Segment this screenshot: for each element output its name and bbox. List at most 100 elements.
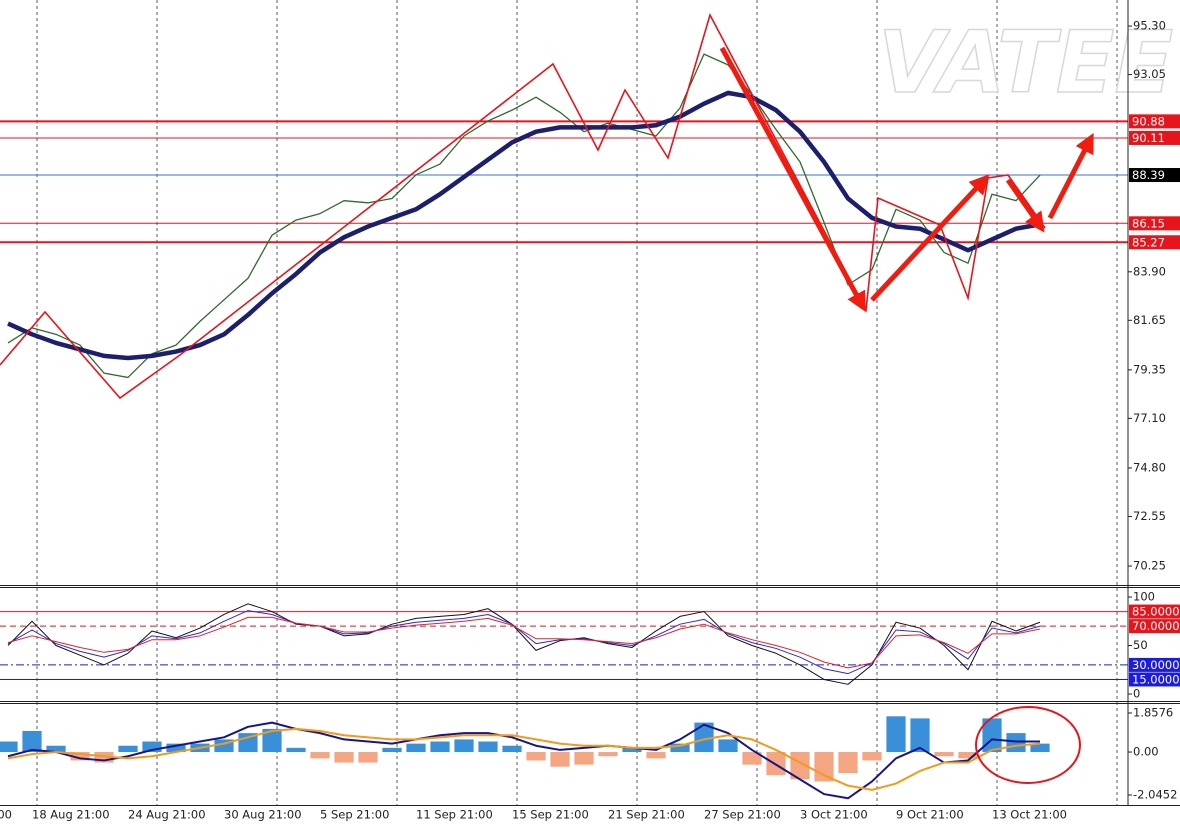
histogram-bar	[142, 741, 162, 753]
histogram-bar	[550, 752, 570, 767]
histogram-bar	[670, 743, 690, 753]
level-label-box	[1129, 168, 1180, 183]
frame	[0, 0, 1180, 806]
x-tick-label: 00	[0, 808, 12, 822]
histogram-bar	[94, 752, 114, 763]
histogram-bar	[118, 745, 138, 753]
y-tick-label: 0.00	[1133, 745, 1159, 759]
arrow	[1005, 178, 1045, 233]
histogram-bar	[598, 752, 618, 757]
histogram-bar	[166, 743, 186, 753]
histogram-bar	[790, 752, 810, 780]
histogram-bar	[958, 752, 978, 759]
x-tick-label: 15 Sep 21:00	[512, 808, 589, 822]
level-label-box	[1129, 672, 1180, 687]
level-label: 90.88	[1132, 114, 1165, 128]
highlight-ellipse	[975, 706, 1081, 784]
histogram-bar	[862, 752, 882, 761]
histogram-bar	[262, 728, 282, 753]
level-label: 15.0000	[1132, 672, 1180, 686]
x-tick-label: 30 Aug 21:00	[224, 808, 302, 822]
histogram-bar	[886, 716, 906, 753]
histogram-bar	[70, 752, 90, 761]
histogram-bar	[358, 752, 378, 763]
histogram-bar	[574, 752, 594, 765]
histogram-bar	[406, 743, 426, 753]
x-tick-label: 13 Oct 21:00	[992, 808, 1067, 822]
y-tick-label: 1.8576	[1133, 705, 1173, 719]
arrow	[1047, 132, 1094, 220]
series-line	[7, 727, 1041, 791]
y-tick-label: 50	[1133, 638, 1148, 652]
x-tick-label: 24 Aug 21:00	[128, 808, 206, 822]
histogram-bar	[286, 747, 306, 753]
series-line	[7, 721, 1040, 800]
y-tick-label: 0	[1133, 687, 1140, 701]
level-label: 90.11	[1132, 131, 1165, 145]
histogram-bar	[526, 752, 546, 761]
histogram-bar	[814, 752, 834, 782]
level-label-box	[1129, 216, 1180, 231]
y-tick-label: 95.30	[1133, 19, 1166, 33]
watermark: VATEE	[878, 13, 1173, 113]
arrow	[870, 174, 990, 302]
level-label-box	[1129, 619, 1180, 634]
level-label: 85.0000	[1132, 605, 1180, 619]
histogram-bar	[22, 731, 42, 753]
y-tick-label: 83.90	[1133, 264, 1166, 278]
histogram-bar	[622, 747, 642, 753]
histogram-bar	[718, 739, 738, 753]
level-label: 85.27	[1132, 235, 1165, 249]
histogram-bar	[502, 745, 522, 753]
histogram-bar	[310, 752, 330, 759]
x-tick-label: 18 Aug 21:00	[32, 808, 110, 822]
arrow	[719, 46, 866, 313]
level-label-box	[1129, 604, 1180, 619]
series-line	[7, 610, 1041, 675]
level-label: 30.0000	[1132, 658, 1180, 672]
y-tick-label: -2.0452	[1133, 788, 1177, 802]
histogram-bar	[694, 722, 714, 753]
x-tick-label: 5 Sep 21:00	[320, 808, 389, 822]
x-tick-label: 27 Sep 21:00	[704, 808, 781, 822]
histogram-bar	[910, 718, 930, 753]
zigzag	[0, 12, 1046, 400]
series-line	[7, 616, 1041, 669]
y-tick-label: 70.25	[1133, 559, 1166, 573]
x-tick-label: 9 Oct 21:00	[896, 808, 964, 822]
x-tick-label: 3 Oct 21:00	[800, 808, 868, 822]
histogram-bar	[46, 745, 66, 753]
grid	[36, 0, 1118, 805]
level-label: 88.39	[1132, 168, 1165, 182]
level-label-box	[1129, 130, 1180, 145]
y-tick-label: 77.10	[1133, 411, 1166, 425]
level-label: 70.0000	[1132, 619, 1180, 633]
histogram-bar	[0, 741, 18, 753]
histogram-bar	[934, 752, 954, 757]
series-line	[7, 53, 1041, 379]
series-line	[7, 90, 1041, 361]
series-line	[7, 603, 1041, 685]
annotations	[0, 12, 1094, 784]
y-tick-label: 81.65	[1133, 313, 1166, 327]
histogram-bar	[838, 752, 858, 774]
histogram-bar	[742, 752, 762, 765]
x-tick-label: 11 Sep 21:00	[416, 808, 493, 822]
y-tick-label: 79.35	[1133, 362, 1166, 376]
histogram-bar	[454, 739, 474, 753]
y-tick-label: 100	[1133, 590, 1155, 604]
level-label-box	[1129, 657, 1180, 672]
level-label: 86.15	[1132, 216, 1165, 230]
histogram-bar	[1030, 743, 1050, 753]
plot	[0, 53, 1128, 800]
level-label-box	[1129, 114, 1180, 129]
histogram-bar	[478, 741, 498, 753]
histogram-bar	[646, 752, 666, 759]
y-tick-label: 72.55	[1133, 509, 1166, 523]
y-tick-label: 93.05	[1133, 67, 1166, 81]
axes: 95.30 93.05 83.90 81.65 79.35 77.10 74.80 72.55…	[0, 19, 1180, 822]
x-tick-label: 21 Sep 21:00	[608, 808, 685, 822]
histogram-bar	[1006, 733, 1026, 753]
